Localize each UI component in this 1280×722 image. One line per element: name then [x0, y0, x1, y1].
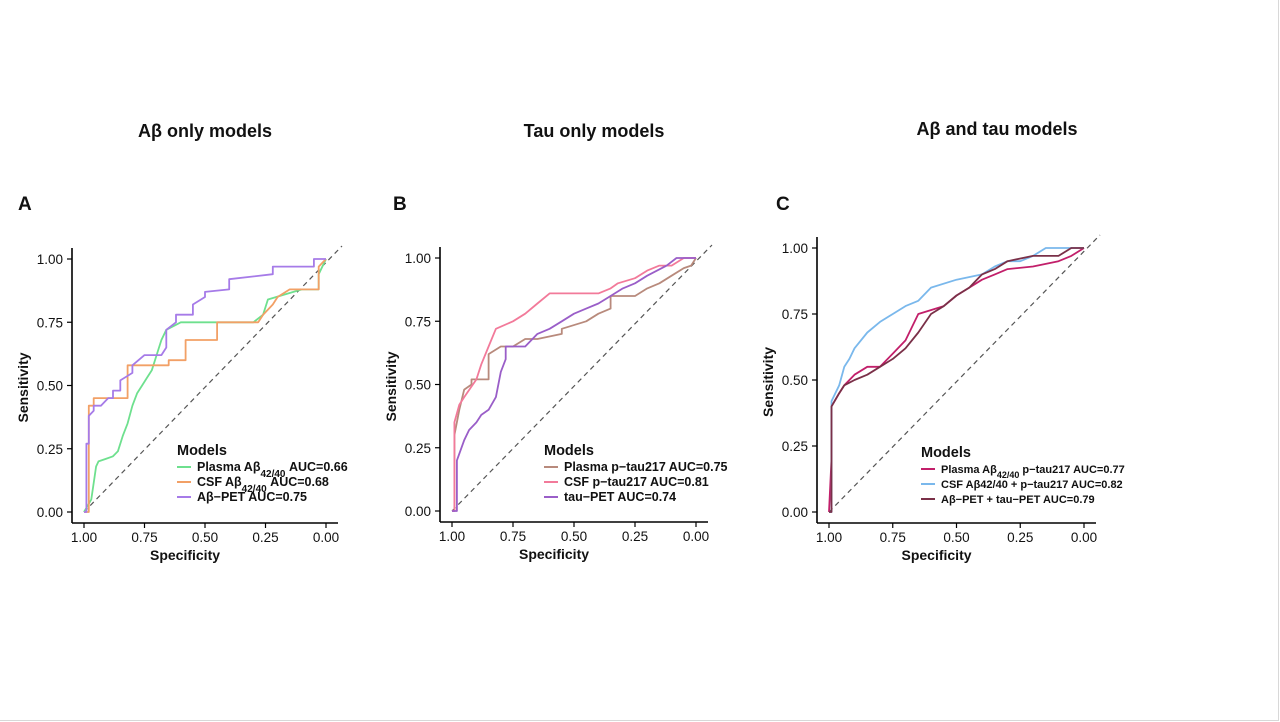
panel-b-heading: Tau only models [524, 121, 665, 141]
panel-c-legend-label-3: Aβ−PET + tau−PET AUC=0.79 [941, 494, 1095, 506]
panel-b-roc-curve-2 [452, 257, 696, 512]
panel-b-y-tick-label: 0.75 [405, 314, 431, 329]
panel-a-legend-label-1: Plasma Aβ42/40 AUC=0.66 [197, 460, 348, 480]
panel-c-y-tick-label: 0.75 [782, 307, 808, 322]
panel-b-x-tick-label: 0.00 [683, 529, 709, 544]
panel-c-y-tick-label: 0.25 [782, 439, 808, 454]
panel-c-letter: C [776, 194, 790, 215]
panel-b-x-tick-label: 0.50 [561, 529, 587, 544]
panel-a-letter: A [18, 194, 32, 215]
panel-b-y-tick-label: 1.00 [405, 251, 431, 266]
panel-a-legend-label-3: Aβ−PET AUC=0.75 [197, 490, 307, 504]
panel-b-legend-label-1: Plasma p−tau217 AUC=0.75 [564, 460, 728, 474]
panel-c-heading: Aβ and tau models [916, 119, 1077, 139]
panel-c-x-tick-label: 0.75 [880, 530, 906, 545]
panel-c-legend-label-2: CSF Aβ42/40 + p−tau217 AUC=0.82 [941, 479, 1123, 491]
panel-b-y-tick-label: 0.00 [405, 504, 431, 519]
panel-c-y-tick-label: 1.00 [782, 241, 808, 256]
panel-c-y-axis-title: Sensitivity [760, 347, 776, 417]
panel-a-legend-label-2: CSF Aβ42/40 AUC=0.68 [197, 475, 329, 495]
panel-c-reference-diagonal [828, 234, 1101, 513]
panel-b-reference-diagonal [451, 244, 713, 512]
panel-b-letter: B [393, 194, 407, 215]
panel-c-roc-curve-2 [829, 247, 1084, 513]
panel-a-y-tick-label: 0.75 [37, 315, 63, 330]
panel-b-legend-label-2: CSF p−tau217 AUC=0.81 [564, 475, 709, 489]
panel-a-roc-curve-3 [84, 258, 326, 513]
panel-b-legend-label-3: tau−PET AUC=0.74 [564, 490, 676, 504]
panel-b-legend-title: Models [544, 443, 594, 459]
panel-c-y-tick-label: 0.50 [782, 373, 808, 388]
panel-b-y-tick-label: 0.25 [405, 441, 431, 456]
panel-c-y-tick-label: 0.00 [782, 505, 808, 520]
panel-a-y-tick-label: 0.25 [37, 442, 63, 457]
panel-b-roc-curve-1 [452, 257, 697, 512]
panel-b-roc-curve-3 [452, 257, 696, 512]
panel-a-y-tick-label: 1.00 [37, 252, 63, 267]
panel-c-x-tick-label: 0.50 [943, 530, 969, 545]
panel-c-x-tick-label: 0.00 [1071, 530, 1097, 545]
panel-a-x-tick-label: 0.00 [313, 530, 339, 545]
panel-a-legend-title: Models [177, 443, 227, 459]
panel-b-x-tick-label: 0.25 [622, 529, 648, 544]
panel-c-legend-title: Models [921, 445, 971, 461]
panel-b-x-axis-title: Specificity [519, 546, 589, 562]
panel-a-y-tick-label: 0.50 [37, 379, 63, 394]
panel-a-y-tick-label: 0.00 [37, 505, 63, 520]
panel-c-legend-label-1: Plasma Aβ42/40 p−tau217 AUC=0.77 [941, 464, 1125, 480]
panel-a-x-tick-label: 0.75 [131, 530, 157, 545]
panel-a-y-axis-title: Sensitivity [15, 352, 31, 422]
panel-a-heading: Aβ only models [138, 121, 272, 141]
panel-b-x-tick-label: 0.75 [500, 529, 526, 544]
panel-a-x-tick-label: 0.50 [192, 530, 218, 545]
panel-b-x-tick-label: 1.00 [439, 529, 465, 544]
panel-a-roc-curve-2 [84, 258, 327, 513]
panel-c-x-tick-label: 1.00 [816, 530, 842, 545]
panel-a-x-tick-label: 0.25 [252, 530, 278, 545]
panel-a-x-tick-label: 1.00 [71, 530, 97, 545]
panel-a-roc-curve-1 [83, 258, 327, 513]
panel-a-x-axis-title: Specificity [150, 547, 220, 563]
panel-b-y-axis-title: Sensitivity [383, 351, 399, 421]
panel-c-roc-curve-3 [829, 247, 1084, 513]
panel-c-x-tick-label: 0.25 [1007, 530, 1033, 545]
panel-b-y-tick-label: 0.50 [405, 378, 431, 393]
panel-c-x-axis-title: Specificity [901, 547, 971, 563]
